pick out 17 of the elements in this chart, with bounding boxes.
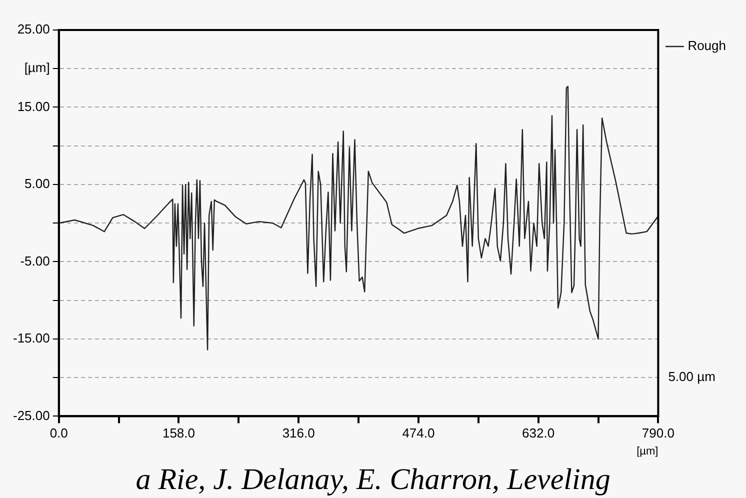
text: a Rie, J. Delanay, E. Charron, Leveling (136, 462, 610, 496)
y-tick-label: -25.00 (12, 408, 50, 423)
text: 5.00 µm (668, 369, 716, 384)
y-tick-label: [µm] (24, 60, 50, 76)
y-tick-label: 25.00 (17, 22, 50, 37)
x-tick-label: 0.0 (50, 426, 68, 441)
y-tick-label: -15.00 (12, 330, 50, 346)
x-tick-label: 790.0 (642, 426, 674, 441)
x-tick-label: 632.0 (522, 426, 555, 441)
y-tick-label: 5.00 (24, 176, 50, 192)
x-axis-title: [µm] (636, 445, 658, 458)
legend-label: Rough (688, 38, 726, 54)
y-tick-label: -5.00 (20, 253, 50, 268)
x-tick-label: 158.0 (162, 426, 195, 441)
x-tick-label: 474.0 (402, 426, 435, 441)
y-tick-label: 15.00 (17, 98, 50, 114)
x-tick-label: 316.0 (282, 426, 315, 441)
